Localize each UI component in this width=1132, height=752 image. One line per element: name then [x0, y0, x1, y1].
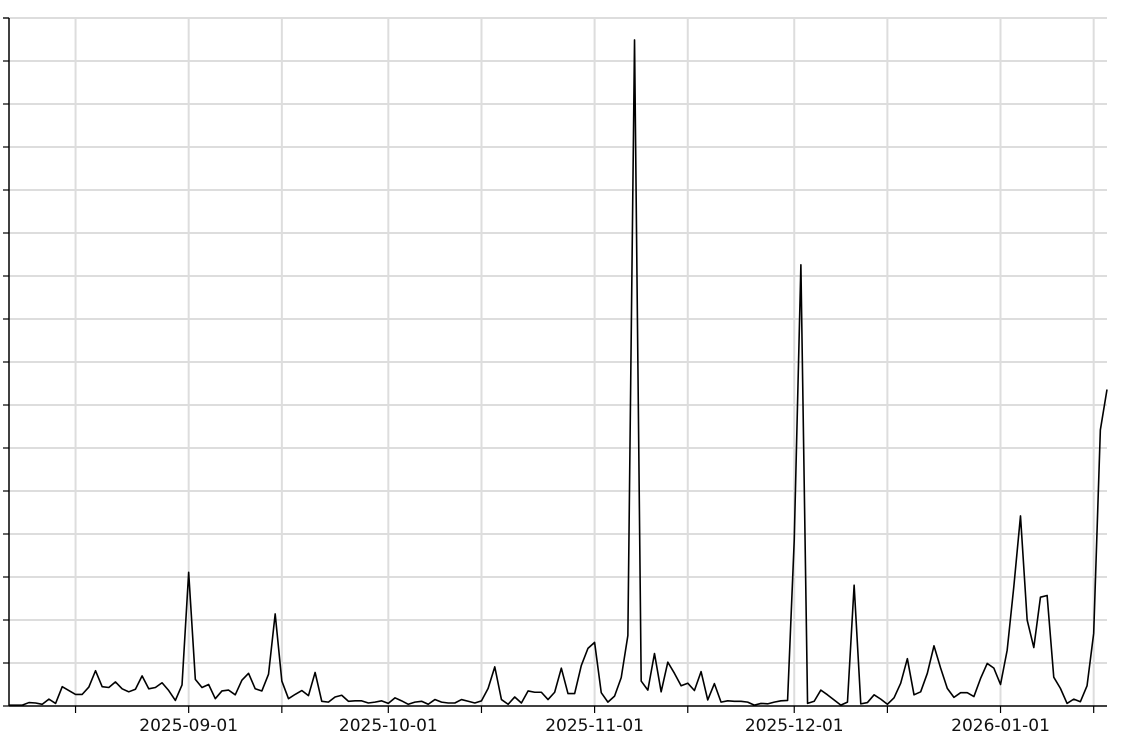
x-tick-label: 2025-12-01	[745, 716, 844, 736]
x-tick-label: 2025-10-01	[339, 716, 438, 736]
x-axis-ticks	[74, 706, 1095, 713]
data-series-line	[9, 39, 1108, 706]
x-tick-label: 2025-09-01	[139, 716, 238, 736]
horizontal-gridlines	[9, 17, 1107, 664]
x-tick-label: 2025-11-01	[545, 716, 644, 736]
x-axis-tick-labels: 2025-09-01 2025-10-01 2025-11-01 2025-12…	[139, 716, 1050, 736]
x-tick-label: 2026-01-01	[951, 716, 1050, 736]
y-axis-ticks	[3, 17, 9, 707]
